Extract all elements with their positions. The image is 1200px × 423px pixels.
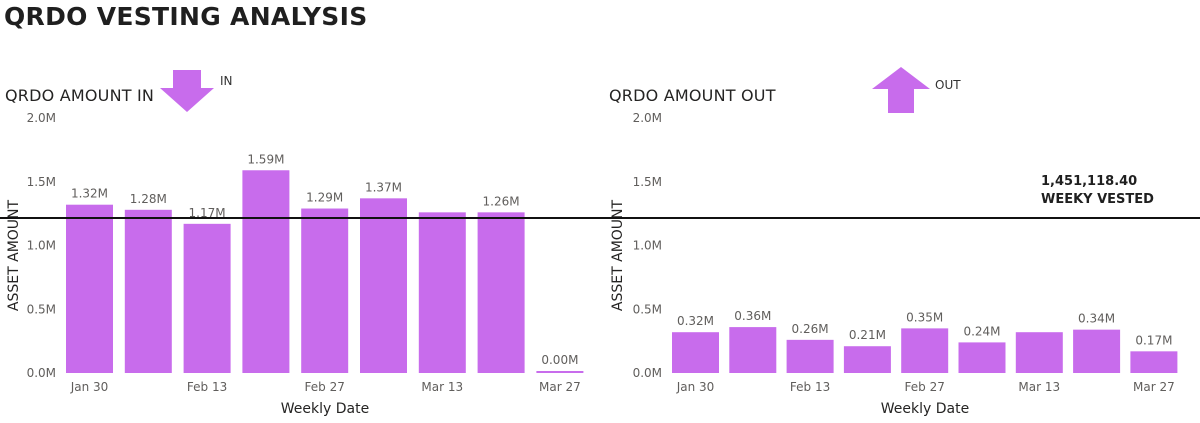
data-label: 0.00M bbox=[541, 353, 578, 367]
dashboard-title: QRDO VESTING ANALYSIS bbox=[4, 2, 368, 31]
out-arrow-label: OUT bbox=[935, 78, 961, 92]
data-label: 1.17M bbox=[189, 206, 226, 220]
x-tick-label: Feb 13 bbox=[187, 380, 227, 394]
bar[interactable] bbox=[729, 327, 777, 373]
bar[interactable] bbox=[477, 212, 525, 373]
data-label: 0.17M bbox=[1135, 333, 1172, 347]
data-label: 1.28M bbox=[130, 192, 167, 206]
x-tick-label: Jan 30 bbox=[676, 380, 715, 394]
bar[interactable] bbox=[183, 223, 231, 373]
x-tick-label: Mar 13 bbox=[1018, 380, 1060, 394]
bar[interactable] bbox=[901, 328, 949, 373]
x-tick-label: Feb 27 bbox=[305, 380, 345, 394]
data-label: 0.21M bbox=[849, 328, 886, 342]
x-axis-title: Weekly Date bbox=[281, 401, 369, 417]
data-label: 0.35M bbox=[906, 310, 943, 324]
y-tick-label: 0.5M bbox=[27, 302, 56, 316]
data-label: 0.26M bbox=[792, 322, 829, 336]
bar[interactable] bbox=[672, 332, 719, 373]
x-tick-label: Jan 30 bbox=[70, 380, 109, 394]
data-label: 1.32M bbox=[71, 187, 108, 201]
y-tick-label: 1.0M bbox=[27, 239, 56, 253]
bar[interactable] bbox=[242, 170, 290, 373]
x-tick-label: Feb 27 bbox=[905, 380, 945, 394]
y-tick-label: 0.0M bbox=[633, 366, 662, 380]
data-label: 0.24M bbox=[963, 324, 1000, 338]
y-axis-title: ASSET AMOUNT bbox=[610, 199, 626, 311]
chart-amount-out: 0.0M 0.5M 1.0M 1.5M 2.0M 0.32M 0.36M 0.26M 0.21M… bbox=[610, 111, 1178, 417]
y-tick-label: 0.5M bbox=[633, 302, 662, 316]
bar[interactable] bbox=[843, 346, 891, 373]
bar[interactable] bbox=[66, 204, 113, 373]
bar[interactable] bbox=[1130, 351, 1178, 373]
data-label: 1.26M bbox=[483, 194, 520, 208]
down-arrow-icon bbox=[160, 70, 214, 112]
up-arrow-icon bbox=[872, 67, 930, 113]
bar[interactable] bbox=[536, 371, 584, 373]
bar[interactable] bbox=[1015, 332, 1063, 373]
weekly-vested-reference: 1,451,118.40 WEEKY VESTED bbox=[0, 174, 1200, 219]
data-label: 1.29M bbox=[306, 191, 343, 205]
y-tick-label: 1.0M bbox=[633, 239, 662, 253]
reference-value-label: 1,451,118.40 bbox=[1041, 174, 1137, 189]
data-label: 1.37M bbox=[365, 180, 402, 194]
y-tick-label: 0.0M bbox=[27, 366, 56, 380]
reference-text-label: WEEKY VESTED bbox=[1041, 192, 1154, 207]
bar[interactable] bbox=[418, 212, 466, 373]
chart-amount-in: 0.0M 0.5M 1.0M 1.5M 2.0M 1.32M 1.28M 1.17M 1.59M… bbox=[6, 111, 584, 417]
x-tick-label: Mar 27 bbox=[1133, 380, 1175, 394]
chart-title-amount-out: QRDO AMOUNT OUT bbox=[609, 86, 776, 105]
bar[interactable] bbox=[360, 198, 407, 373]
y-tick-label: 1.5M bbox=[633, 175, 662, 189]
chart-title-amount-in: QRDO AMOUNT IN bbox=[5, 86, 155, 105]
data-label: 0.36M bbox=[734, 309, 771, 323]
y-tick-label: 2.0M bbox=[633, 111, 662, 125]
y-tick-label: 2.0M bbox=[27, 111, 56, 125]
data-label: 1.59M bbox=[247, 152, 284, 166]
in-arrow-label: IN bbox=[220, 74, 233, 88]
bar[interactable] bbox=[786, 339, 834, 373]
x-tick-label: Feb 13 bbox=[790, 380, 830, 394]
x-tick-label: Mar 27 bbox=[539, 380, 581, 394]
bar[interactable] bbox=[301, 208, 349, 373]
bar[interactable] bbox=[1073, 329, 1121, 373]
bar[interactable] bbox=[958, 342, 1006, 373]
data-label: 0.32M bbox=[677, 314, 714, 328]
y-tick-label: 1.5M bbox=[27, 175, 56, 189]
x-axis-title: Weekly Date bbox=[881, 401, 969, 417]
data-label: 0.34M bbox=[1078, 312, 1115, 326]
y-axis-title: ASSET AMOUNT bbox=[6, 199, 22, 311]
bar[interactable] bbox=[124, 209, 172, 373]
x-tick-label: Mar 13 bbox=[421, 380, 463, 394]
